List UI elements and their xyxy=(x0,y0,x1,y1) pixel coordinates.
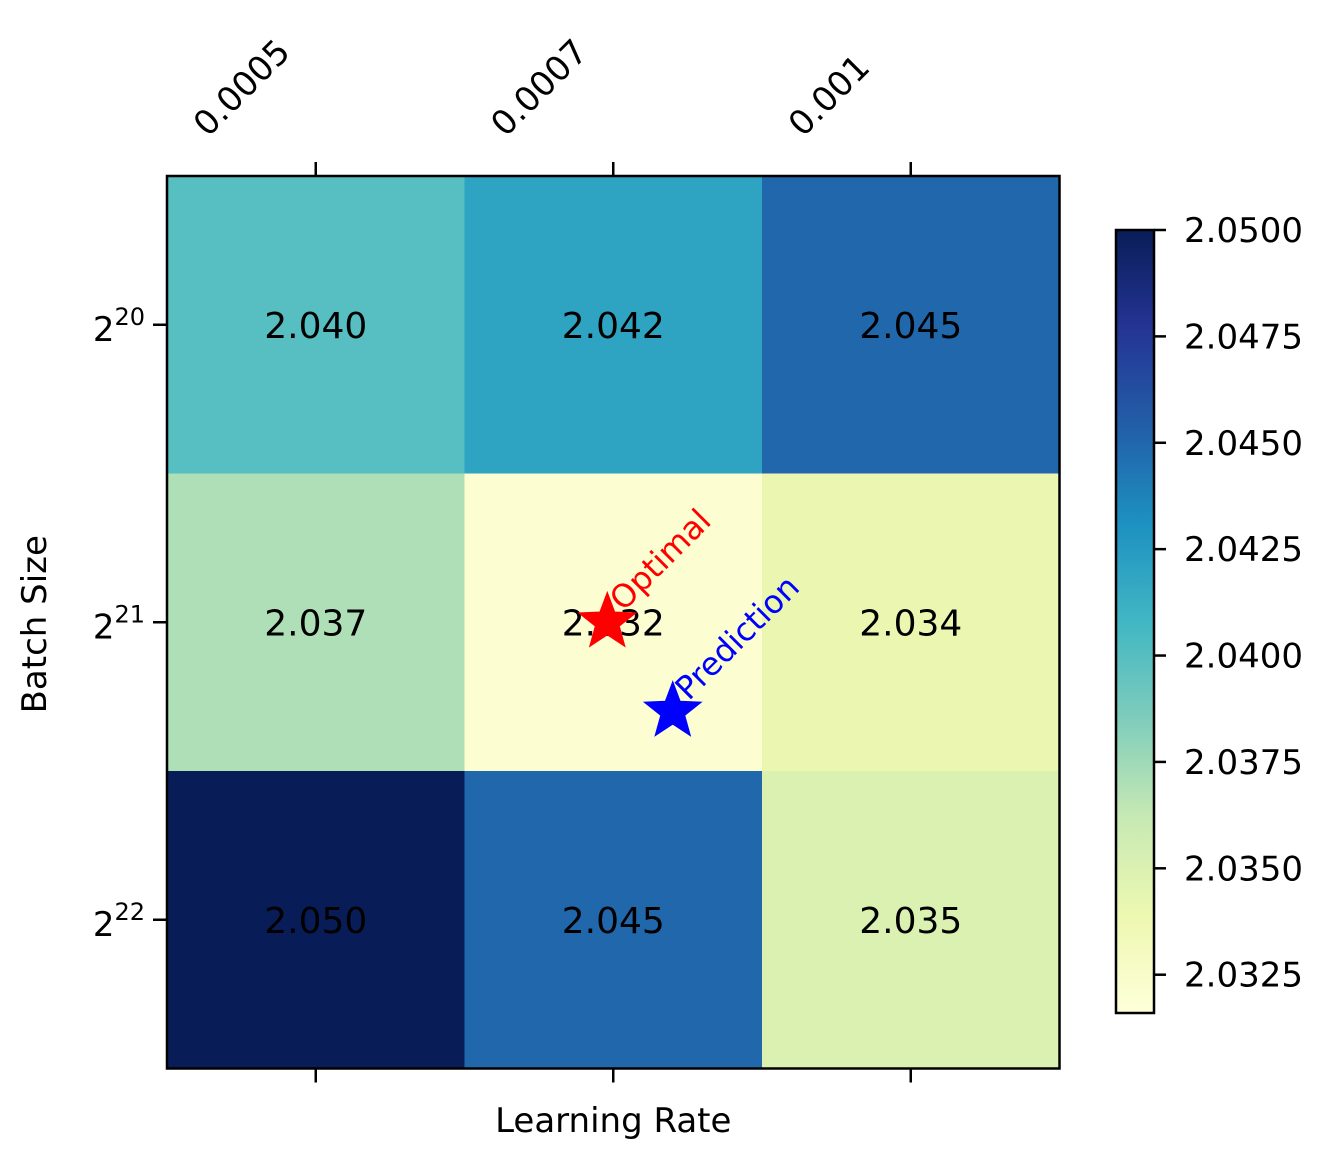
y-tick-label: 222 xyxy=(93,898,145,945)
colorbar-tick-label: 2.0425 xyxy=(1184,530,1303,570)
colorbar-tick-label: 2.0375 xyxy=(1184,743,1303,783)
heatmap-cell xyxy=(167,176,466,475)
y-tick-label: 221 xyxy=(93,600,145,647)
cell-value-label: 2.040 xyxy=(264,306,367,347)
heatmap-cell xyxy=(464,771,763,1070)
cell-value-label: 2.042 xyxy=(562,306,665,347)
heatmap-cell xyxy=(464,176,763,475)
heatmap-cell xyxy=(167,771,466,1070)
y-ticks-layer: 220 221 222 xyxy=(93,303,167,945)
cell-value-label: 2.035 xyxy=(859,901,962,942)
x-tick-label: 0.001 xyxy=(781,47,878,144)
colorbar-ticks-layer: 2.0325 2.0350 2.0375 2.0400 2.0425 2.0450 2.04… xyxy=(1154,211,1303,996)
cell-value-label: 2.037 xyxy=(264,603,367,644)
colorbar-tick-label: 2.0400 xyxy=(1184,637,1303,677)
heatmap-cell xyxy=(167,473,466,772)
heatmap-cell xyxy=(762,473,1061,772)
colorbar-tick-label: 2.0350 xyxy=(1184,849,1303,889)
colorbar-tick-label: 2.0325 xyxy=(1184,956,1303,996)
cell-value-label: 2.034 xyxy=(859,603,962,644)
cell-value-label: 2.045 xyxy=(859,306,962,347)
colorbar-tick-label: 2.0450 xyxy=(1184,424,1303,464)
x-tick-label: 0.0005 xyxy=(186,32,298,144)
y-axis-label: Batch Size xyxy=(15,535,55,713)
heatmap-cell xyxy=(762,176,1061,475)
x-axis-label: Learning Rate xyxy=(495,1101,731,1141)
y-tick-label: 220 xyxy=(93,303,145,350)
prediction-star-marker xyxy=(642,680,703,737)
colorbar-tick-label: 2.0500 xyxy=(1184,211,1303,251)
heatmap-cell xyxy=(762,771,1061,1070)
optimal-star-marker xyxy=(577,590,638,648)
cell-value-label: 2.045 xyxy=(562,901,665,942)
x-tick-label: 0.0007 xyxy=(483,32,595,144)
cell-value-label: 2.050 xyxy=(264,901,367,942)
colorbar xyxy=(1114,228,1156,1015)
colorbar-tick-label: 2.0475 xyxy=(1184,317,1303,357)
